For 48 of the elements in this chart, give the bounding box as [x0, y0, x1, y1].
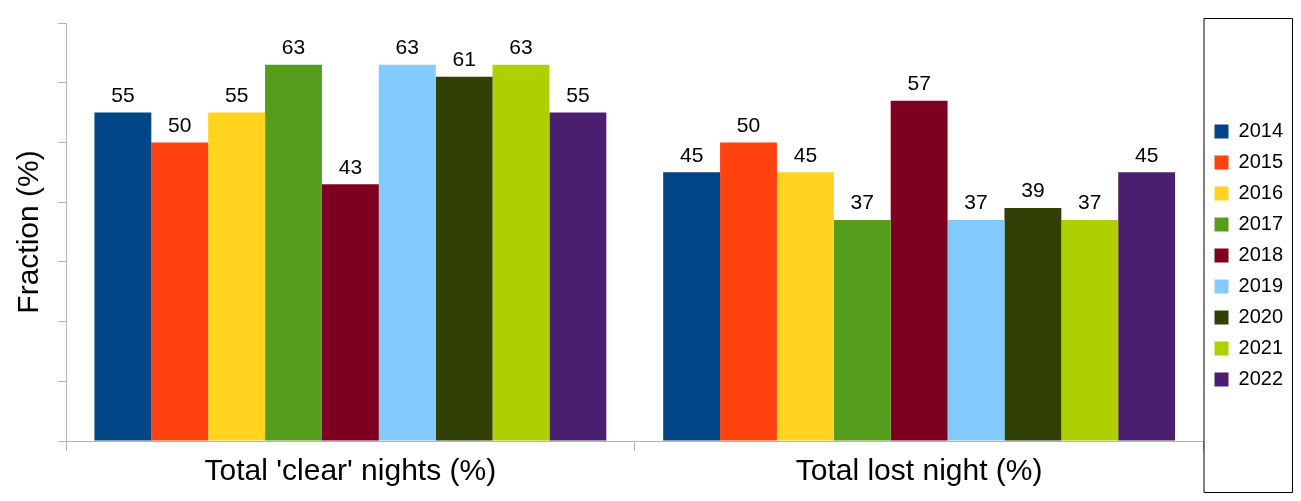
data-label: 63: [509, 35, 533, 59]
legend-label: 2014: [1238, 119, 1284, 142]
legend-label: 2015: [1238, 150, 1284, 173]
bar: [1061, 220, 1119, 441]
data-label: 43: [338, 154, 363, 178]
bar: [321, 184, 379, 441]
data-label: 37: [964, 190, 988, 214]
data-label: 39: [1021, 178, 1045, 202]
legend-label: 2019: [1238, 274, 1284, 297]
bar: [492, 64, 550, 441]
legend-label: 2017: [1238, 212, 1284, 235]
data-label: 50: [168, 112, 192, 136]
data-label: 37: [1078, 190, 1102, 214]
data-label: 55: [111, 82, 135, 106]
legend-label: 2016: [1238, 181, 1284, 204]
bar: [890, 100, 948, 441]
data-label: 63: [395, 35, 419, 59]
y-axis-title: Fraction (%): [11, 150, 45, 314]
data-label: 61: [452, 47, 476, 71]
data-label: 57: [907, 70, 931, 94]
bar: [663, 172, 721, 441]
data-label: 50: [736, 112, 761, 136]
bar: [151, 142, 209, 441]
legend-label: 2022: [1238, 367, 1284, 390]
data-label: 45: [793, 142, 818, 166]
legend-label: 2021: [1238, 336, 1284, 359]
bar: [1118, 172, 1176, 441]
data-label: 45: [1134, 142, 1159, 166]
legend-label: 2020: [1238, 305, 1284, 328]
bar: [1004, 208, 1062, 441]
bar: [549, 112, 607, 441]
bar: [833, 220, 891, 441]
bar: [947, 220, 1005, 441]
bar: [265, 64, 322, 441]
bar: [776, 172, 834, 441]
data-label: 37: [850, 190, 874, 214]
x-tick-label: Total lost night (%): [795, 453, 1043, 487]
bar: [435, 76, 493, 441]
x-tick-label: Total 'clear' nights (%): [204, 453, 497, 487]
legend-label: 2018: [1238, 243, 1284, 266]
data-label: 45: [679, 142, 704, 166]
bar: [720, 142, 777, 441]
data-label: 63: [281, 35, 306, 59]
bar: [378, 64, 436, 441]
data-label: 55: [224, 82, 249, 106]
bar: [94, 112, 152, 441]
bar: [208, 112, 266, 441]
data-label: 55: [566, 82, 590, 106]
